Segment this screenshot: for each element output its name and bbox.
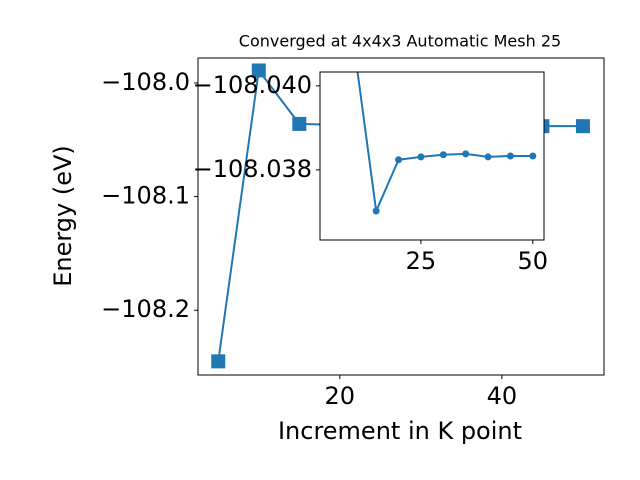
y-axis-label: Energy (eV) (49, 145, 77, 287)
y-tick-label: −108.038 (193, 155, 312, 183)
y-tick-label: −108.040 (193, 71, 312, 99)
marker (372, 207, 380, 215)
x-tick-label: 25 (406, 247, 437, 275)
marker (417, 153, 425, 161)
y-tick-label: −108.0 (101, 68, 190, 96)
x-tick-label: 50 (518, 247, 549, 275)
marker (575, 119, 590, 134)
axes-frame (197, 57, 605, 376)
chart-title: Converged at 4x4x3 Automatic Mesh 25 (239, 32, 561, 51)
axes-frame (319, 71, 545, 241)
marker (462, 150, 470, 158)
y-tick-label: −108.2 (101, 295, 190, 323)
marker (484, 153, 492, 161)
x-tick-label: 20 (325, 382, 356, 410)
marker (292, 116, 307, 131)
x-tick-label: 40 (487, 382, 518, 410)
marker (211, 354, 226, 369)
x-axis-label: Increment in K point (278, 417, 522, 445)
plot-clip (356, 72, 537, 215)
marker (529, 152, 537, 160)
y-tick-label: −108.1 (101, 182, 190, 210)
marker (251, 63, 266, 78)
marker (439, 151, 447, 159)
marker (395, 156, 403, 164)
marker (506, 152, 514, 160)
